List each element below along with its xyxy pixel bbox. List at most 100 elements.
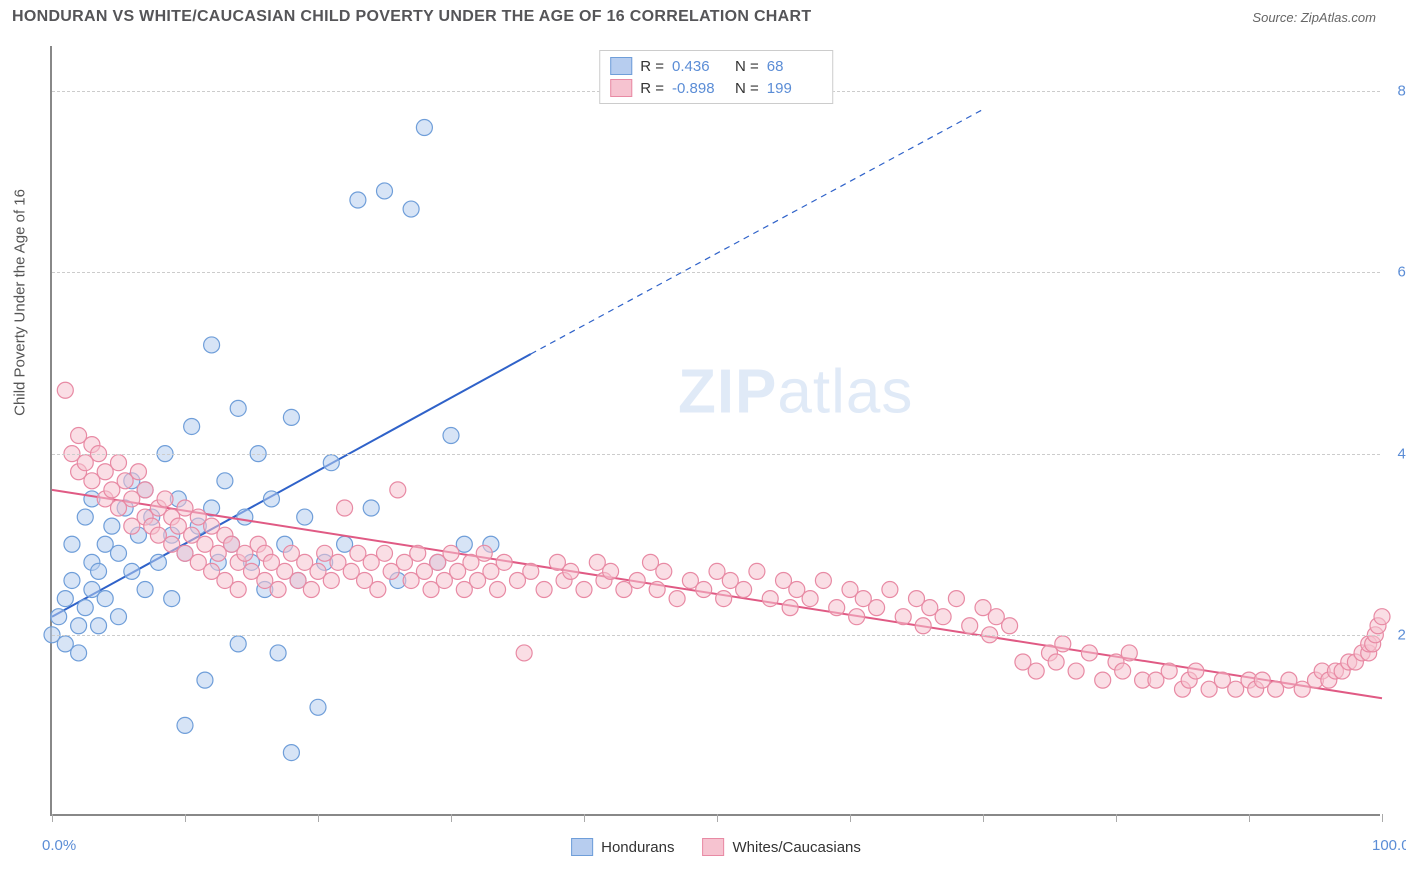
- scatter-point: [523, 563, 539, 579]
- scatter-point: [77, 509, 93, 525]
- scatter-point: [1081, 645, 1097, 661]
- scatter-point: [350, 192, 366, 208]
- scatter-point: [111, 455, 127, 471]
- scatter-point: [1068, 663, 1084, 679]
- scatter-point: [490, 582, 506, 598]
- scatter-point: [749, 563, 765, 579]
- scatter-point: [1121, 645, 1137, 661]
- scatter-point: [443, 428, 459, 444]
- legend-swatch-whites-bottom: [703, 838, 725, 856]
- x-tick: [318, 814, 319, 822]
- scatter-point: [217, 473, 233, 489]
- scatter-point: [57, 382, 73, 398]
- legend-r-value-whites: -0.898: [672, 80, 727, 97]
- scatter-point: [310, 699, 326, 715]
- legend-row-whites: R = -0.898 N = 199: [610, 77, 822, 99]
- scatter-point: [91, 618, 107, 634]
- scatter-point: [762, 591, 778, 607]
- scatter-point: [403, 201, 419, 217]
- scatter-point: [1055, 636, 1071, 652]
- x-tick: [983, 814, 984, 822]
- scatter-point: [629, 572, 645, 588]
- source-attribution: Source: ZipAtlas.com: [1252, 10, 1376, 25]
- x-tick: [850, 814, 851, 822]
- scatter-point: [230, 400, 246, 416]
- y-tick-label: 40.0%: [1397, 445, 1406, 462]
- legend-label-hondurans: Hondurans: [601, 839, 674, 856]
- legend-swatch-hondurans: [610, 57, 632, 75]
- scatter-point: [1028, 663, 1044, 679]
- scatter-point: [270, 645, 286, 661]
- scatter-point: [869, 600, 885, 616]
- legend-swatch-whites: [610, 79, 632, 97]
- source-name: ZipAtlas.com: [1301, 10, 1376, 25]
- y-axis-title: Child Poverty Under the Age of 16: [12, 189, 29, 416]
- chart-header: HONDURAN VS WHITE/CAUCASIAN CHILD POVERT…: [0, 0, 1406, 34]
- grid-line-horizontal: [52, 635, 1380, 636]
- scatter-svg: [52, 46, 1380, 814]
- scatter-point: [782, 600, 798, 616]
- scatter-point: [496, 554, 512, 570]
- scatter-point: [849, 609, 865, 625]
- x-tick: [52, 814, 53, 822]
- series-legend: Hondurans Whites/Caucasians: [571, 838, 861, 856]
- scatter-point: [516, 645, 532, 661]
- scatter-point: [283, 409, 299, 425]
- scatter-point: [303, 582, 319, 598]
- scatter-point: [111, 545, 127, 561]
- scatter-point: [137, 482, 153, 498]
- scatter-point: [77, 600, 93, 616]
- legend-n-label: N =: [735, 80, 759, 97]
- legend-n-label: N =: [735, 58, 759, 75]
- scatter-point: [157, 491, 173, 507]
- scatter-point: [177, 717, 193, 733]
- legend-n-value-hondurans: 68: [767, 58, 822, 75]
- scatter-point: [563, 563, 579, 579]
- scatter-point: [104, 518, 120, 534]
- scatter-point: [1095, 672, 1111, 688]
- scatter-point: [377, 545, 393, 561]
- y-tick-label: 20.0%: [1397, 626, 1406, 643]
- grid-line-horizontal: [52, 272, 1380, 273]
- x-tick-label: 100.0%: [1372, 837, 1406, 854]
- scatter-point: [323, 455, 339, 471]
- scatter-point: [649, 582, 665, 598]
- y-tick-label: 60.0%: [1397, 264, 1406, 281]
- scatter-point: [576, 582, 592, 598]
- scatter-point: [323, 572, 339, 588]
- scatter-point: [476, 545, 492, 561]
- scatter-point: [57, 591, 73, 607]
- scatter-point: [270, 582, 286, 598]
- trendline-extension: [531, 109, 983, 354]
- x-tick: [451, 814, 452, 822]
- scatter-point: [164, 591, 180, 607]
- scatter-point: [283, 745, 299, 761]
- scatter-point: [1115, 663, 1131, 679]
- scatter-point: [150, 554, 166, 570]
- grid-line-horizontal: [52, 454, 1380, 455]
- x-tick: [1249, 814, 1250, 822]
- scatter-point: [91, 563, 107, 579]
- scatter-point: [137, 582, 153, 598]
- source-label: Source:: [1252, 10, 1297, 25]
- x-tick: [584, 814, 585, 822]
- scatter-point: [263, 491, 279, 507]
- scatter-point: [1374, 609, 1390, 625]
- scatter-point: [297, 509, 313, 525]
- x-tick-label: 0.0%: [42, 837, 76, 854]
- legend-n-value-whites: 199: [767, 80, 822, 97]
- scatter-point: [410, 545, 426, 561]
- scatter-point: [736, 582, 752, 598]
- scatter-point: [915, 618, 931, 634]
- scatter-point: [237, 509, 253, 525]
- legend-r-label: R =: [640, 58, 664, 75]
- scatter-point: [882, 582, 898, 598]
- scatter-point: [337, 500, 353, 516]
- scatter-point: [716, 591, 732, 607]
- scatter-point: [204, 337, 220, 353]
- scatter-point: [948, 591, 964, 607]
- x-tick: [717, 814, 718, 822]
- scatter-point: [130, 464, 146, 480]
- scatter-point: [1048, 654, 1064, 670]
- scatter-point: [935, 609, 951, 625]
